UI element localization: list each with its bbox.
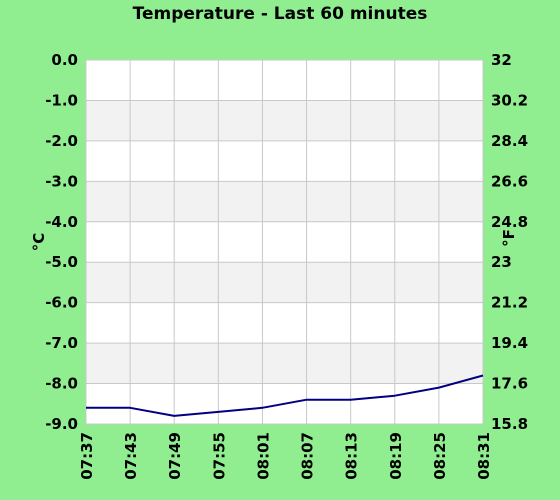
- x-tick-label: 07:43: [122, 432, 140, 480]
- y2-tick-label: 19.4: [491, 334, 528, 352]
- y2-tick-label: 26.6: [491, 172, 528, 190]
- y-tick-label: -6.0: [45, 294, 78, 312]
- y-axis-fahrenheit: 32 30.2 28.4 26.6 24.8 23 21.2 19.4 17.6 15.8: [491, 51, 528, 433]
- y-axis-celsius: 0.0 -1.0 -2.0 -3.0 -4.0 -5.0 -6.0 -7.0 -8.0 -9.0: [45, 51, 78, 433]
- y-tick-label: -9.0: [45, 415, 78, 433]
- plot-band: [86, 343, 483, 384]
- plot-band: [86, 262, 483, 303]
- x-tick-label: 08:19: [387, 432, 405, 480]
- y2-tick-label: 24.8: [491, 213, 528, 231]
- chart-title: Temperature - Last 60 minutes: [133, 4, 428, 24]
- x-tick-label: 08:13: [343, 432, 361, 480]
- y-tick-label: -1.0: [45, 91, 78, 109]
- y2-tick-label: 21.2: [491, 294, 528, 312]
- temperature-line: [86, 374, 484, 417]
- y-tick-label: -8.0: [45, 375, 78, 393]
- x-axis: 07:37 07:43 07:49 07:55 08:01 08:07 08:13 08:19…: [78, 432, 493, 480]
- y-tick-label: 0.0: [51, 51, 78, 69]
- y-tick-label: -2.0: [45, 132, 78, 150]
- x-tick-label: 08:07: [299, 432, 317, 480]
- y2-tick-label: 30.2: [491, 91, 528, 109]
- x-tick-label: 08:25: [431, 432, 449, 480]
- x-tick-label: 08:01: [254, 432, 272, 480]
- y2-tick-label: 17.6: [491, 375, 528, 393]
- y2-tick-label: 15.8: [491, 415, 528, 433]
- plot-area: [86, 60, 483, 424]
- plot-band: [86, 100, 483, 141]
- y-axis-label-fahrenheit: °F: [500, 229, 518, 247]
- x-tick-label: 07:37: [78, 432, 96, 480]
- y-axis-label-celsius: °C: [30, 233, 48, 252]
- plot-band: [86, 181, 483, 222]
- y-tick-label: -7.0: [45, 334, 78, 352]
- y2-tick-label: 28.4: [491, 132, 528, 150]
- y2-tick-label: 23: [491, 253, 512, 271]
- y2-tick-label: 32: [491, 51, 512, 69]
- x-tick-label: 07:49: [166, 432, 184, 480]
- grid-lines: [85, 59, 484, 425]
- x-tick-label: 08:31: [475, 432, 493, 480]
- y-tick-label: -5.0: [45, 253, 78, 271]
- y-tick-label: -4.0: [45, 213, 78, 231]
- x-tick-label: 07:55: [210, 432, 228, 480]
- series-layer: [86, 374, 484, 417]
- y-tick-label: -3.0: [45, 172, 78, 190]
